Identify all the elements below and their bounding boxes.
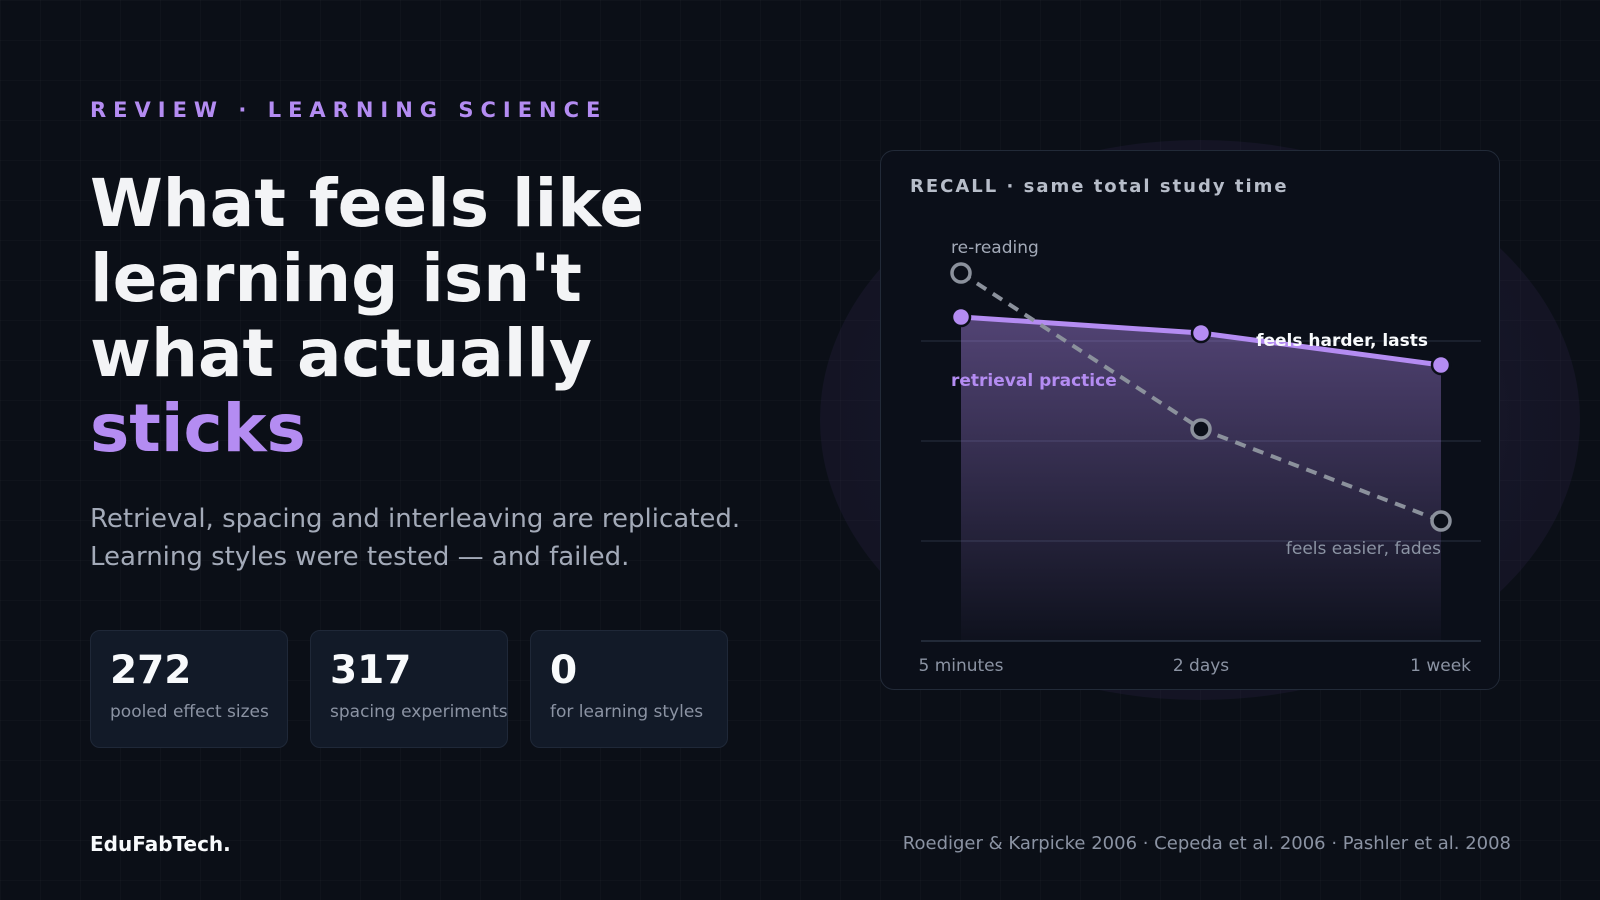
- subtitle: Retrieval, spacing and interleaving are …: [90, 500, 810, 576]
- x-tick-label: 1 week: [1410, 656, 1471, 676]
- stat-value: 0: [550, 648, 578, 693]
- stat-value: 272: [110, 648, 192, 693]
- retrieval-practice-area: [961, 317, 1441, 641]
- stat-label: spacing experiments: [330, 702, 508, 722]
- re-reading-label: re-reading: [951, 238, 1039, 258]
- headline-accent: sticks: [90, 390, 306, 467]
- re-reading-note: feels easier, fades: [1286, 539, 1441, 559]
- retrieval-practice-note: feels harder, lasts: [1256, 331, 1428, 351]
- kicker: REVIEW · LEARNING SCIENCE: [90, 98, 608, 122]
- stat-card-effect-sizes: 272 pooled effect sizes: [90, 630, 288, 748]
- retrieval-practice-point: [1190, 322, 1212, 344]
- stat-card-spacing: 317 spacing experiments: [310, 630, 508, 748]
- subtitle-line-2: Learning styles were tested — and failed…: [90, 542, 630, 572]
- retrieval-practice-point: [950, 306, 972, 328]
- headline-line-3: what actually: [90, 315, 593, 392]
- stat-value: 317: [330, 648, 412, 693]
- recall-chart: re-reading retrieval practice feels harder…: [918, 238, 1481, 676]
- chart-title: RECALL · same total study time: [910, 176, 1289, 197]
- headline-line-2: learning isn't: [90, 240, 582, 317]
- retrieval-practice-label: retrieval practice: [951, 371, 1117, 391]
- re-reading-point: [950, 262, 972, 284]
- stat-card-learning-styles: 0 for learning styles: [530, 630, 728, 748]
- x-tick-label: 2 days: [1173, 656, 1229, 676]
- stat-label: for learning styles: [550, 702, 704, 722]
- re-reading-point: [1190, 418, 1212, 440]
- headline-line-1: What feels like: [90, 165, 645, 242]
- chart-card: RECALL · same total study time re-readin…: [880, 150, 1500, 690]
- brand-logo: EduFabTech.: [90, 832, 231, 856]
- stat-label: pooled effect sizes: [110, 702, 269, 722]
- headline: What feels like learning isn't what actu…: [90, 166, 810, 466]
- subtitle-line-1: Retrieval, spacing and interleaving are …: [90, 504, 741, 534]
- re-reading-point: [1430, 510, 1452, 532]
- x-tick-label: 5 minutes: [918, 656, 1003, 676]
- retrieval-practice-point: [1430, 354, 1452, 376]
- references: Roediger & Karpicke 2006 · Cepeda et al.…: [902, 833, 1511, 854]
